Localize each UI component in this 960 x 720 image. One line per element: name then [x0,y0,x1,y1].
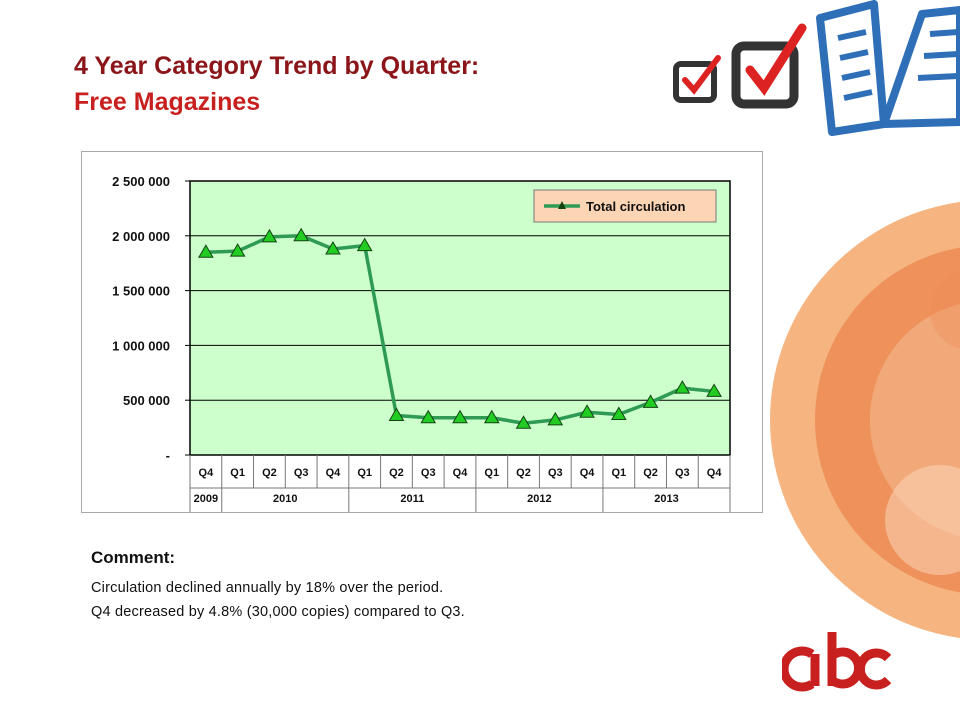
slide-title: 4 Year Category Trend by Quarter: Free M… [74,48,479,120]
checkbox-checked-icon [731,23,807,109]
data-point [610,406,627,420]
year-label: 2012 [527,493,551,505]
data-point [515,415,532,429]
plot-border [189,180,731,456]
x-tick-label: Q4 [326,467,342,479]
comment-block: Comment: Circulation declined annually b… [91,548,465,624]
data-point [579,404,595,418]
data-point [388,407,405,422]
year-label: 2011 [400,493,424,505]
x-tick-label: Q2 [389,467,404,479]
comment-line: Q4 decreased by 4.8% (30,000 copies) com… [91,604,465,620]
data-point [325,240,341,255]
data-point [483,409,500,424]
x-tick-label: Q2 [516,467,531,479]
y-tick-label: 1 000 000 [112,338,170,353]
x-tick-label: Q3 [675,467,690,479]
data-point [261,228,278,243]
x-tick-label: Q1 [611,467,626,479]
x-tick-label: Q3 [294,467,309,479]
x-tick-label: Q4 [580,467,596,479]
open-book-icon [816,0,960,136]
title-line-2: Free Magazines [74,88,261,116]
x-tick-label: Q2 [262,467,277,479]
y-tick-label: - [166,448,170,463]
x-tick-label: Q4 [453,467,469,479]
data-point [547,411,564,426]
plot-area [190,181,730,455]
data-point [452,409,468,424]
y-tick-label: 2 000 000 [112,229,170,244]
y-tick-label: 2 500 000 [112,174,170,189]
year-label: 2009 [194,493,218,505]
x-tick-label: Q4 [707,467,723,479]
year-label: 2013 [654,493,678,505]
line-chart: - 500 000 1 000 000 1 500 000 2 000 000 2 500… [112,174,731,512]
legend-marker [558,201,566,209]
comment-heading: Comment: [91,548,176,567]
data-point [293,227,310,242]
title-line-1: 4 Year Category Trend by Quarter: [74,52,480,80]
data-point [229,243,246,257]
x-tick-label: Q3 [421,467,436,479]
chart-frame: - 500 000 1 000 000 1 500 000 2 000 000 2 500… [81,151,763,513]
decorative-orange-circle [770,202,960,638]
x-tick-label: Q1 [230,467,245,479]
data-point [420,409,437,424]
data-point [642,394,659,408]
x-tick-label: Q4 [199,467,215,479]
x-tick-label: Q2 [643,467,658,479]
y-tick-label: 1 500 000 [112,284,170,299]
data-point [674,380,691,394]
x-tick-label: Q3 [548,467,563,479]
year-label: 2010 [273,493,297,505]
checkbox-checked-icon [673,55,721,103]
legend-label: Total circulation [586,199,685,214]
comment-line: Circulation declined annually by 18% ove… [91,580,444,596]
data-point [198,244,214,258]
data-point [356,237,373,252]
y-tick-label: 500 000 [123,393,170,408]
x-tick-label: Q1 [357,467,372,479]
abc-logo [782,632,892,692]
x-tick-label: Q1 [484,467,499,479]
data-point [706,383,722,397]
